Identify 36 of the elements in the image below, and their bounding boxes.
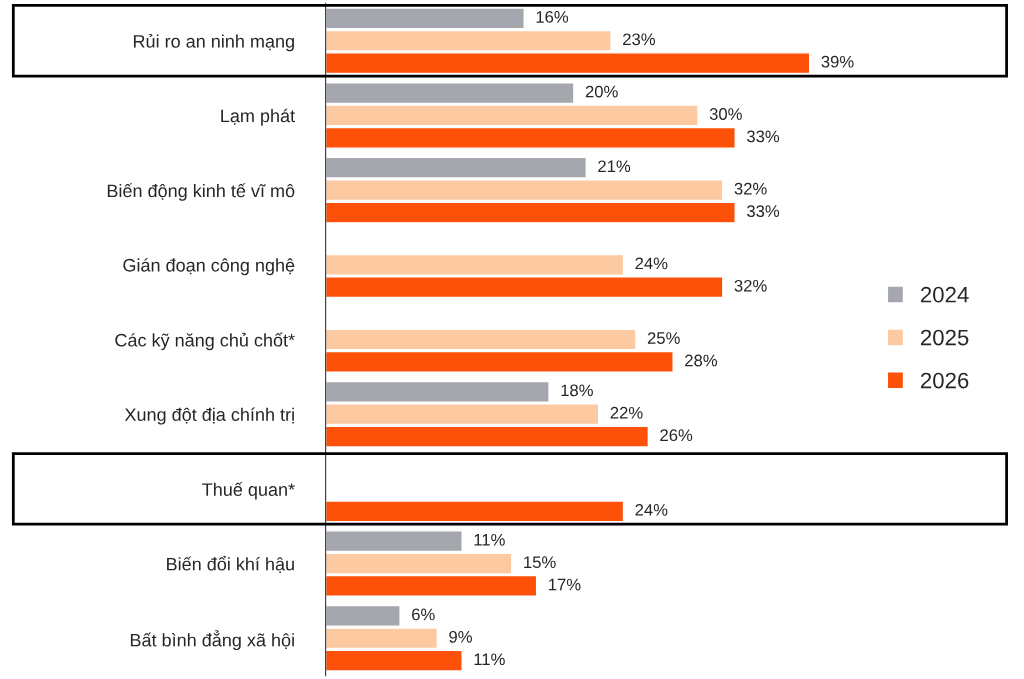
data-label: 39%: [821, 55, 854, 68]
data-label: 33%: [746, 130, 780, 143]
data-label: 20%: [585, 85, 618, 98]
legend-label: 2026: [920, 372, 969, 389]
y-tick-label: Xung đột địa chính trị: [124, 407, 294, 425]
data-label: 26%: [660, 429, 693, 442]
data-label: 28%: [685, 354, 718, 367]
data-label: 33%: [746, 205, 780, 217]
y-tick-label: Lạm phát: [221, 108, 295, 126]
data-label: 6%: [412, 608, 435, 621]
legend-label: 2024: [920, 286, 969, 303]
data-label: 24%: [635, 257, 668, 270]
data-label: 24%: [635, 503, 668, 516]
y-tick-label: Các kỹ năng chủ chốt*: [115, 332, 295, 351]
y-tick-label: Rủi ro an ninh mạng: [133, 33, 294, 52]
data-label: 23%: [623, 33, 655, 46]
data-label: 17%: [549, 578, 581, 591]
data-label: 22%: [610, 406, 643, 419]
data-label: 16%: [536, 11, 569, 23]
legend-label: 2025: [920, 329, 969, 346]
data-label: 30%: [709, 108, 742, 120]
data-label: 15%: [524, 556, 556, 569]
data-label: 32%: [734, 182, 767, 195]
data-label: 11%: [474, 653, 505, 666]
data-label: 18%: [561, 384, 593, 397]
y-tick-label: Biến động kinh tế vĩ mô: [107, 183, 295, 201]
y-tick-label: Gián đoạn công nghệ: [123, 258, 295, 276]
data-label: 25%: [647, 332, 680, 344]
data-label: 32%: [734, 279, 767, 292]
y-tick-label: Thuế quan*: [202, 481, 295, 500]
y-tick-label: Biến đổi khí hậu: [167, 555, 294, 574]
data-label: 11%: [474, 533, 505, 546]
data-label: 9%: [449, 630, 472, 643]
bar: [325, 500, 625, 523]
data-label: 21%: [598, 160, 631, 173]
y-tick-label: Bất bình đẳng xã hội: [130, 630, 294, 651]
